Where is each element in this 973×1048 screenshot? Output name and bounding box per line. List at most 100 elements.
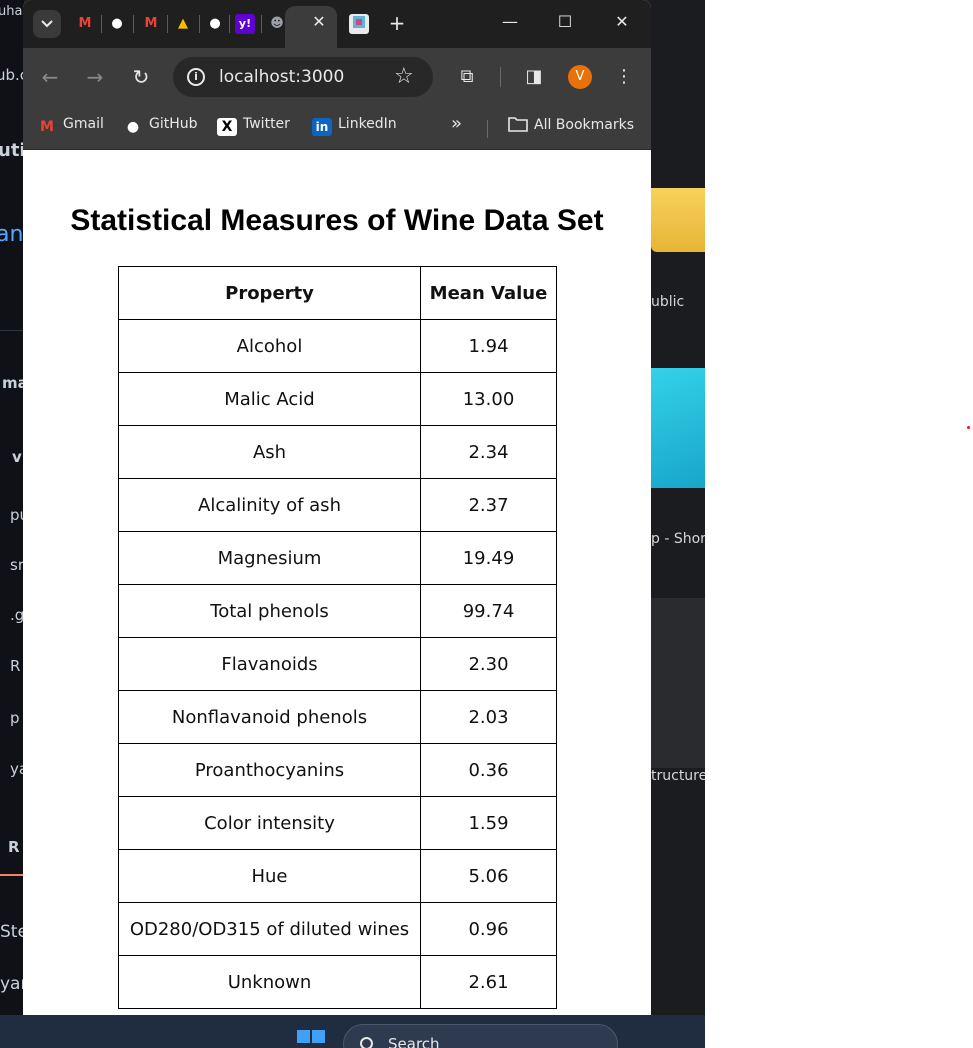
bg-tab-underline <box>0 874 24 876</box>
github-icon[interactable]: ● <box>209 16 221 31</box>
table-row: Nonflavanoid phenols 2.03 <box>118 690 557 744</box>
property-cell: Hue <box>118 849 421 903</box>
forward-button[interactable]: → <box>86 65 104 89</box>
close-tab-icon[interactable]: ✕ <box>312 12 326 31</box>
more-menu-icon[interactable]: ⋮ <box>615 66 633 87</box>
github-icon: ● <box>126 119 140 135</box>
linkedin-icon: in <box>312 118 332 136</box>
tab-separator <box>199 15 200 33</box>
table-row: Flavanoids 2.30 <box>118 637 557 691</box>
bg-fragment: v <box>12 448 22 466</box>
reload-button[interactable]: ↻ <box>132 65 150 89</box>
table-row: Malic Acid 13.00 <box>118 372 557 426</box>
windows-start-icon[interactable] <box>297 1030 325 1048</box>
browser-window: M ● M ▲ ● y! ☻ ✕ + — ☐ ✕ ← → ↻ <box>23 0 651 1015</box>
extensions-icon[interactable]: ⧉ <box>460 66 474 87</box>
mean-value-cell: 2.37 <box>420 478 557 532</box>
cursor-dot <box>967 426 970 429</box>
url-text[interactable]: localhost:3000 <box>219 67 345 87</box>
minimize-icon[interactable]: — <box>502 12 518 31</box>
table-row: Hue 5.06 <box>118 849 557 903</box>
file-thumbnail <box>651 598 705 768</box>
bg-fragment: Ste <box>0 922 24 942</box>
bookmarks-overflow-button[interactable]: » <box>451 113 463 134</box>
maximize-icon[interactable]: ☐ <box>557 12 573 31</box>
gmail-icon[interactable]: M <box>144 16 158 31</box>
google-drive-icon[interactable]: ▲ <box>178 16 188 31</box>
bookmark-twitter[interactable]: X Twitter <box>217 116 290 138</box>
table-row: Total phenols 99.74 <box>118 584 557 638</box>
yahoo-icon[interactable]: y! <box>235 14 255 34</box>
table-row: Ash 2.34 <box>118 425 557 479</box>
bg-fragment: ma <box>2 374 24 392</box>
mean-value-cell: 0.96 <box>420 902 557 956</box>
browser-toolbar: ← → ↻ i localhost:3000 ☆ ⧉ ◨ V ⋮ <box>23 48 651 106</box>
bookmark-star-icon[interactable]: ☆ <box>394 64 414 89</box>
localhost-tab-icon[interactable] <box>349 14 369 34</box>
bookmark-linkedin[interactable]: in LinkedIn <box>312 116 397 138</box>
mean-value-cell: 2.30 <box>420 637 557 691</box>
table-row: Proanthocyanins 0.36 <box>118 743 557 797</box>
bg-fragment: R <box>8 838 20 856</box>
bookmark-label: Twitter <box>243 116 290 132</box>
column-header-property: Property <box>118 266 421 320</box>
chevron-down-icon <box>41 20 53 28</box>
table-row: OD280/OD315 of diluted wines 0.96 <box>118 902 557 956</box>
bg-fragment: ub.c <box>0 66 24 84</box>
mean-value-cell: 99.74 <box>420 584 557 638</box>
mean-value-cell: 0.36 <box>420 743 557 797</box>
bg-fragment: ublic <box>651 294 685 310</box>
taskbar-search[interactable]: Search <box>343 1024 618 1048</box>
x-twitter-icon: X <box>217 118 237 136</box>
property-cell: Alcohol <box>118 319 421 373</box>
bookmark-gmail[interactable]: M Gmail <box>37 116 104 138</box>
address-bar[interactable]: i localhost:3000 ☆ <box>173 57 433 97</box>
all-bookmarks-label: All Bookmarks <box>534 117 635 133</box>
bookmark-label: LinkedIn <box>338 116 397 132</box>
tab-search-button[interactable] <box>33 10 61 38</box>
tab-separator <box>229 15 230 33</box>
property-cell: Ash <box>118 425 421 479</box>
gmail-icon[interactable]: M <box>78 16 92 31</box>
tab-strip: M ● M ▲ ● y! ☻ ✕ + — ☐ ✕ <box>23 0 651 48</box>
property-cell: Flavanoids <box>118 637 421 691</box>
tab-separator <box>261 15 262 33</box>
property-cell: Alcalinity of ash <box>118 478 421 532</box>
property-cell: Nonflavanoid phenols <box>118 690 421 744</box>
app-thumbnail <box>651 368 705 488</box>
tab-separator <box>167 15 168 33</box>
close-window-icon[interactable]: ✕ <box>615 12 629 31</box>
gmail-icon: M <box>40 119 54 135</box>
back-button[interactable]: ← <box>41 65 59 89</box>
table-row: Color intensity 1.59 <box>118 796 557 850</box>
new-tab-button[interactable]: + <box>388 11 406 35</box>
bg-fragment: R <box>10 657 21 675</box>
bg-fragment: yar <box>0 974 24 994</box>
taskbar-search-label: Search <box>388 1035 440 1048</box>
profile-avatar[interactable]: V <box>568 65 592 89</box>
bookmarks-bar: M Gmail ● GitHub X Twitter in LinkedIn » All… <box>23 106 651 150</box>
table-body: Alcohol 1.94 Malic Acid 13.00 Ash 2.34 Alcalin… <box>118 319 557 1009</box>
property-cell: Unknown <box>118 955 421 1009</box>
all-bookmarks-button[interactable]: All Bookmarks <box>508 116 634 138</box>
mean-value-cell: 2.03 <box>420 690 557 744</box>
github-icon[interactable]: ● <box>111 16 123 31</box>
web-page: Statistical Measures of Wine Data Set Pr… <box>23 151 651 1015</box>
table-row: Unknown 2.61 <box>118 955 557 1009</box>
folder-thumbnail <box>651 188 705 252</box>
bookmark-label: Gmail <box>63 116 104 132</box>
mean-value-cell: 2.61 <box>420 955 557 1009</box>
active-tab[interactable] <box>285 6 337 48</box>
toolbar-separator <box>500 67 501 87</box>
property-cell: Proanthocyanins <box>118 743 421 797</box>
bg-fragment: ya <box>10 760 24 778</box>
avatar-tab-icon[interactable]: ☻ <box>270 16 284 31</box>
site-info-icon[interactable]: i <box>187 68 205 86</box>
side-panel-icon[interactable]: ◨ <box>525 66 543 87</box>
wine-stats-table: Property Mean Value Alcohol 1.94 Malic Aci… <box>118 266 557 1009</box>
bookmark-github[interactable]: ● GitHub <box>123 116 198 138</box>
bg-fragment: tructure. <box>651 768 705 784</box>
